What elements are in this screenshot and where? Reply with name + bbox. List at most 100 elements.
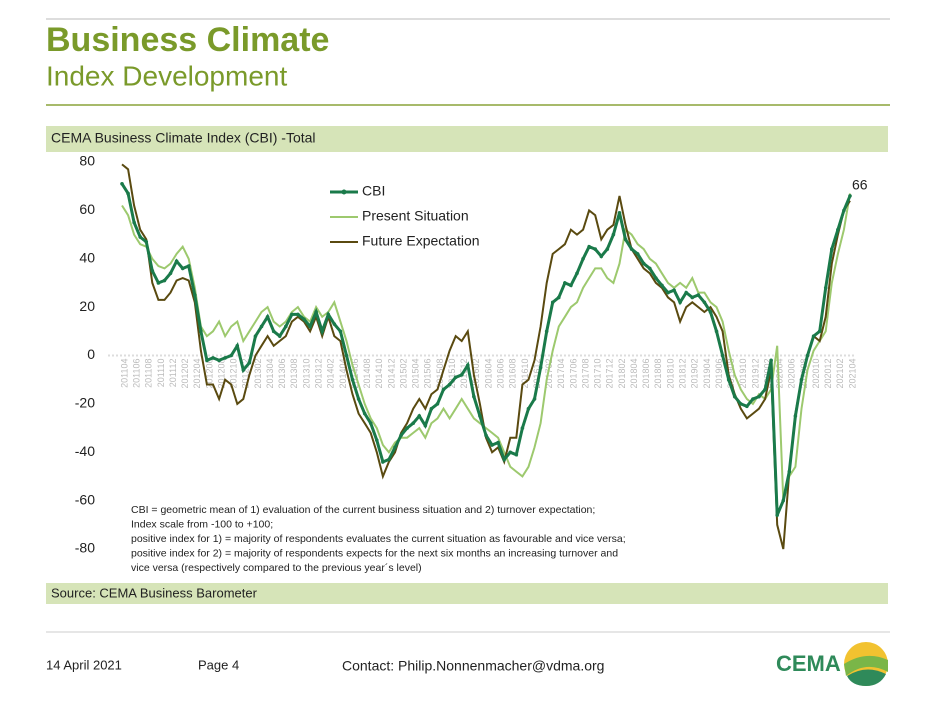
data-point xyxy=(635,252,640,256)
data-point xyxy=(842,208,846,213)
x-tick-label: 201802 xyxy=(617,359,627,389)
data-point xyxy=(144,240,149,244)
x-tick-label: 201408 xyxy=(362,359,372,389)
x-tick-label: 201202 xyxy=(180,359,190,389)
data-point xyxy=(338,329,343,334)
data-point xyxy=(769,358,773,363)
x-tick-label: 201808 xyxy=(653,359,663,389)
data-point xyxy=(751,397,755,401)
data-point xyxy=(441,387,446,392)
x-tick-label: 201602 xyxy=(471,359,481,389)
x-tick-label: 201312 xyxy=(314,359,324,389)
data-point xyxy=(387,457,391,462)
x-tick-label: 201502 xyxy=(398,359,408,389)
x-tick-label: 201912 xyxy=(750,359,760,389)
data-point xyxy=(235,344,240,348)
data-point xyxy=(745,404,749,409)
x-tick-label: 201710 xyxy=(593,359,603,389)
x-tick-label: 202102 xyxy=(835,359,845,389)
data-point xyxy=(277,334,282,338)
legend-label: Present Situation xyxy=(362,208,469,224)
logo-icon xyxy=(844,642,888,686)
note-line: Index scale from -100 to +100; xyxy=(131,518,273,530)
data-point xyxy=(211,356,215,360)
data-point xyxy=(666,290,670,295)
data-point xyxy=(617,210,622,215)
x-tick-label: 201412 xyxy=(386,359,396,389)
data-point xyxy=(447,382,452,387)
legend-label: Future Expectation xyxy=(362,233,480,249)
y-tick-label: -80 xyxy=(75,540,95,556)
x-tick-label: 201612 xyxy=(532,359,542,389)
data-point xyxy=(629,247,634,251)
y-tick-label: 60 xyxy=(79,201,95,217)
data-point xyxy=(702,300,707,305)
data-point xyxy=(502,457,507,462)
x-tick-label: 201610 xyxy=(520,359,530,389)
data-point xyxy=(174,259,179,263)
slide-subtitle: Index Development xyxy=(46,60,287,91)
data-point xyxy=(229,353,233,358)
note-line: positive index for 2) = majority of resp… xyxy=(131,547,618,559)
data-point xyxy=(393,445,397,450)
data-point xyxy=(271,329,276,334)
x-tick-label: 201706 xyxy=(568,359,578,389)
x-tick-label: 202010 xyxy=(811,359,821,389)
legend-marker xyxy=(341,189,347,195)
x-tick-label: 201108 xyxy=(144,359,154,388)
data-point xyxy=(368,421,373,426)
x-tick-label: 201604 xyxy=(483,359,493,389)
data-point xyxy=(332,322,337,326)
chart-header-bar xyxy=(46,126,888,152)
data-point xyxy=(793,414,798,418)
legend-label: CBI xyxy=(362,183,385,199)
y-tick-label: -40 xyxy=(75,443,95,459)
data-point xyxy=(362,411,367,416)
data-point xyxy=(672,288,676,292)
x-tick-label: 201810 xyxy=(665,359,675,389)
x-tick-label: 201510 xyxy=(447,359,457,389)
data-point xyxy=(253,334,258,338)
data-point xyxy=(732,394,737,399)
x-tick-label: 201410 xyxy=(374,359,384,389)
x-tick-label: 201704 xyxy=(556,359,566,389)
x-tick-label: 201404 xyxy=(338,359,348,389)
data-point xyxy=(611,232,616,237)
data-point xyxy=(223,356,227,360)
logo-text: CEMA xyxy=(776,651,841,676)
x-tick-label: 202012 xyxy=(823,359,833,389)
x-tick-label: 201812 xyxy=(678,359,688,389)
x-tick-label: 201210 xyxy=(229,359,239,389)
x-tick-label: 201506 xyxy=(423,359,433,389)
data-point xyxy=(550,300,555,305)
footer-contact: Contact: Philip.Nonnenmacher@vdma.org xyxy=(342,658,604,674)
data-point xyxy=(520,426,525,430)
y-tick-label: 40 xyxy=(79,249,95,265)
data-point xyxy=(132,220,136,225)
data-point xyxy=(817,329,822,334)
data-point xyxy=(720,353,725,358)
data-point xyxy=(186,264,191,268)
x-tick-label: 201208 xyxy=(216,359,226,389)
data-point xyxy=(599,254,604,259)
data-point xyxy=(641,261,646,266)
data-point xyxy=(326,312,331,317)
data-point xyxy=(296,312,300,317)
x-tick-label: 201508 xyxy=(435,359,445,389)
data-point xyxy=(605,247,610,251)
data-point xyxy=(308,324,312,329)
data-point xyxy=(259,324,264,329)
data-point xyxy=(775,513,779,517)
source: Source: CEMA Business Barometer xyxy=(51,585,258,600)
data-point xyxy=(284,324,288,329)
x-tick-label: 202006 xyxy=(787,359,797,389)
x-tick-label: 201206 xyxy=(204,359,214,389)
note-box xyxy=(122,498,697,578)
x-tick-label: 201702 xyxy=(544,359,554,389)
data-point xyxy=(496,440,500,445)
data-point xyxy=(811,334,816,338)
data-point xyxy=(623,237,628,242)
data-point xyxy=(180,266,185,271)
x-tick-label: 201304 xyxy=(265,359,275,389)
data-point xyxy=(193,293,197,297)
